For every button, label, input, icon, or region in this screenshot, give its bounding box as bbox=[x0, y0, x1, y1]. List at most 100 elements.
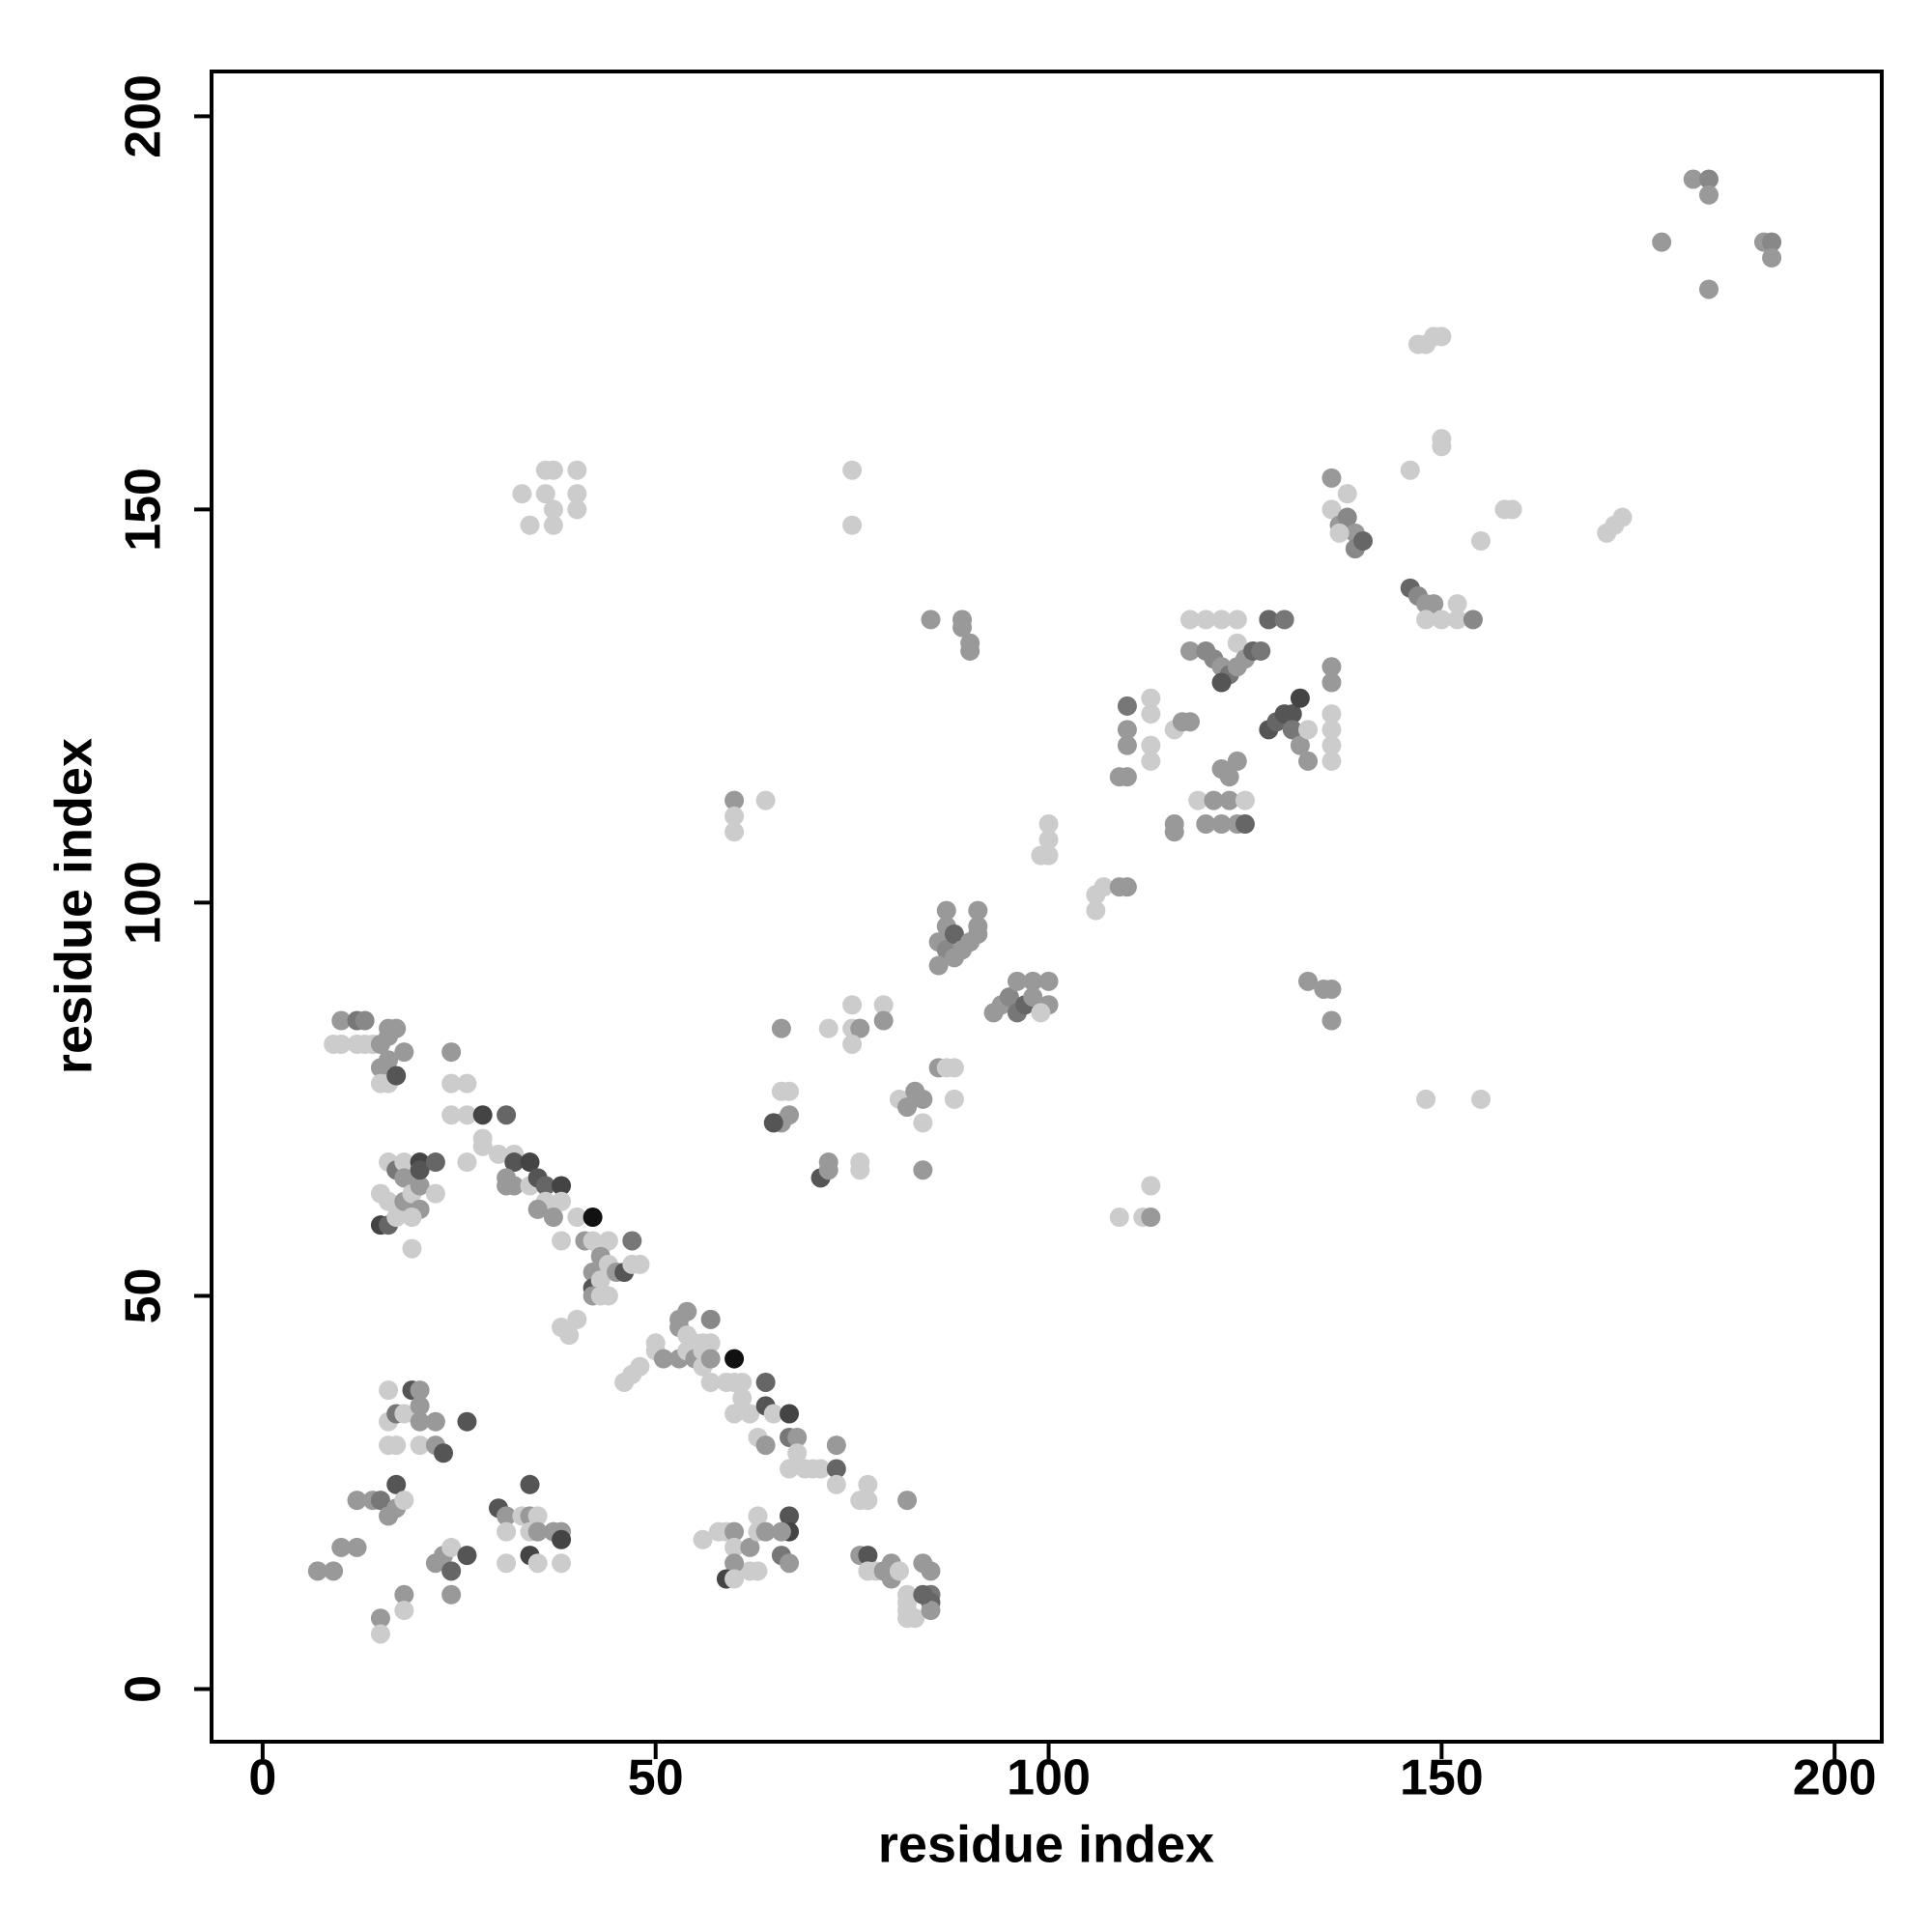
points bbox=[307, 169, 1782, 1644]
point bbox=[810, 1459, 831, 1479]
y-tick-label: 200 bbox=[116, 74, 172, 158]
point bbox=[497, 1506, 517, 1526]
point bbox=[425, 1152, 445, 1173]
point bbox=[944, 923, 964, 944]
point bbox=[1094, 877, 1114, 897]
point bbox=[1196, 610, 1216, 630]
point bbox=[527, 1521, 548, 1542]
point bbox=[897, 1097, 918, 1118]
point bbox=[1227, 751, 1247, 771]
point bbox=[1290, 735, 1310, 755]
point bbox=[559, 1325, 580, 1346]
point bbox=[960, 640, 980, 661]
point bbox=[379, 1380, 399, 1401]
x-tick-label: 200 bbox=[1793, 1750, 1877, 1806]
point bbox=[1652, 232, 1672, 252]
point bbox=[724, 1404, 745, 1424]
point bbox=[1117, 735, 1137, 755]
point bbox=[944, 1058, 964, 1078]
point bbox=[1329, 523, 1350, 543]
x-tick-label: 50 bbox=[628, 1750, 684, 1806]
point bbox=[700, 1333, 721, 1353]
point bbox=[780, 1506, 800, 1526]
point bbox=[1502, 499, 1522, 520]
point bbox=[1031, 1003, 1051, 1023]
point bbox=[441, 1537, 462, 1557]
point bbox=[928, 955, 949, 976]
point bbox=[347, 1491, 367, 1511]
point bbox=[582, 1208, 603, 1228]
point bbox=[1141, 704, 1161, 724]
point bbox=[755, 1521, 776, 1542]
point bbox=[331, 1010, 352, 1031]
point bbox=[1179, 712, 1200, 732]
point bbox=[873, 1010, 894, 1031]
point bbox=[552, 1553, 572, 1574]
point bbox=[567, 460, 587, 480]
point bbox=[307, 1561, 327, 1581]
point bbox=[497, 1553, 517, 1574]
point bbox=[543, 499, 563, 520]
point bbox=[1196, 814, 1216, 835]
point bbox=[567, 499, 587, 520]
point bbox=[1612, 507, 1633, 527]
point bbox=[1471, 530, 1492, 551]
point bbox=[567, 1309, 587, 1329]
point bbox=[740, 1537, 760, 1557]
point bbox=[748, 1506, 768, 1526]
x-tick-label: 100 bbox=[1007, 1750, 1091, 1806]
point bbox=[590, 1270, 611, 1291]
point bbox=[520, 515, 540, 535]
point bbox=[527, 1199, 548, 1219]
point bbox=[1298, 971, 1319, 991]
point bbox=[402, 1238, 422, 1259]
point bbox=[1188, 790, 1208, 810]
point bbox=[1117, 877, 1137, 897]
point bbox=[1683, 169, 1703, 189]
point bbox=[379, 1026, 399, 1046]
point bbox=[700, 1309, 721, 1329]
point bbox=[645, 1333, 666, 1353]
point bbox=[622, 1231, 642, 1251]
point bbox=[543, 460, 563, 480]
point bbox=[441, 1561, 462, 1581]
point bbox=[732, 1388, 753, 1408]
point bbox=[1117, 720, 1137, 740]
point bbox=[999, 987, 1019, 1008]
point bbox=[921, 610, 941, 630]
point bbox=[410, 1435, 430, 1456]
point bbox=[497, 1105, 517, 1125]
point bbox=[598, 1286, 618, 1306]
point bbox=[355, 1010, 375, 1031]
point bbox=[818, 1160, 838, 1180]
y-tick-label: 50 bbox=[116, 1268, 172, 1324]
point bbox=[347, 1537, 367, 1557]
point bbox=[700, 1349, 721, 1369]
y-tick-label: 150 bbox=[116, 468, 172, 552]
y-tick-label: 100 bbox=[116, 861, 172, 945]
point bbox=[457, 1411, 477, 1432]
point bbox=[921, 1561, 941, 1581]
x-tick-label: 150 bbox=[1400, 1750, 1484, 1806]
point bbox=[724, 1521, 745, 1542]
point bbox=[1219, 790, 1239, 810]
point bbox=[905, 1608, 925, 1629]
point bbox=[780, 1553, 800, 1574]
point bbox=[787, 1427, 808, 1447]
point bbox=[826, 1474, 846, 1494]
point bbox=[818, 1018, 838, 1038]
point bbox=[457, 1152, 477, 1173]
point bbox=[693, 1529, 713, 1549]
point bbox=[441, 1584, 462, 1605]
plot-frame bbox=[210, 70, 1884, 1744]
point bbox=[410, 1411, 430, 1432]
point bbox=[1211, 610, 1232, 630]
point bbox=[552, 1176, 572, 1196]
point bbox=[787, 1443, 808, 1463]
point bbox=[1321, 735, 1342, 755]
point bbox=[724, 790, 745, 810]
y-axis-title: residue index bbox=[44, 738, 102, 1074]
point bbox=[1164, 822, 1184, 842]
point bbox=[842, 1034, 863, 1054]
point bbox=[535, 1176, 555, 1196]
